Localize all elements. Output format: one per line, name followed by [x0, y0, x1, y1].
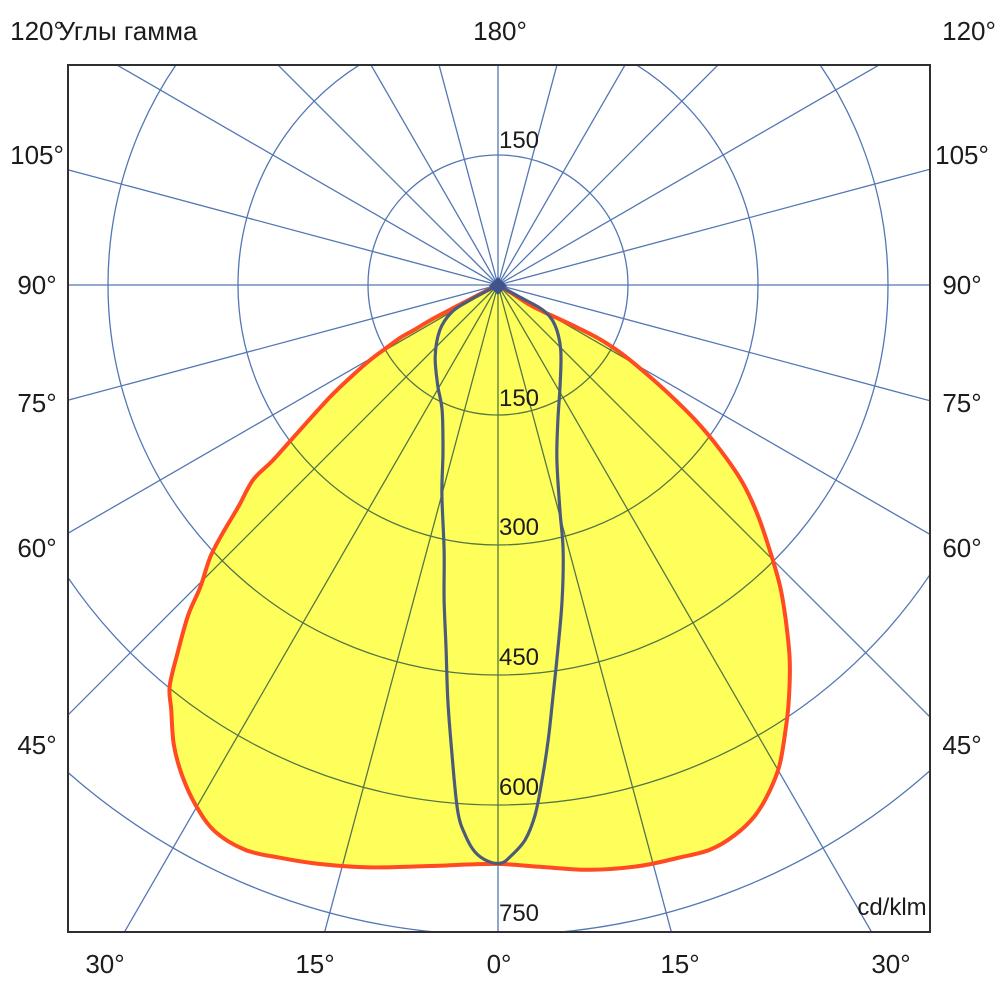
- grid-radial-line: [68, 284, 499, 401]
- axis-label-left-45: 45°: [17, 730, 57, 760]
- axis-label-top-right-120: 120°: [942, 16, 996, 46]
- radial-tick-450: 450: [498, 644, 540, 671]
- radial-tick-150-upper: 150: [498, 127, 540, 154]
- radial-tick-600: 600: [498, 774, 540, 801]
- grid-radial-line: [68, 284, 499, 535]
- radial-tick-150: 150: [498, 385, 540, 412]
- grid-radial-line: [497, 65, 881, 286]
- axis-label-right-105: 105°: [935, 140, 989, 170]
- axis-label-bottom-15l: 15°: [295, 949, 335, 979]
- grid-radial-line: [497, 65, 719, 286]
- unit-label: cd/klm: [857, 894, 927, 921]
- grid-radial-line: [277, 65, 499, 286]
- grid-radial-line: [123, 284, 499, 932]
- axis-label-bottom-0: 0°: [486, 949, 512, 979]
- grid-radial-line: [115, 65, 499, 286]
- grid-radial-line: [68, 284, 499, 716]
- axis-label-top-left-120: 120°: [10, 16, 64, 46]
- axis-label-left-75: 75°: [17, 388, 57, 418]
- axis-label-left-105: 105°: [10, 140, 64, 170]
- narrow-beam-curve: [433, 285, 565, 865]
- grid-radial-line: [497, 284, 873, 932]
- axis-label-bottom-30l: 30°: [85, 949, 125, 979]
- grid-radial-line: [438, 65, 499, 286]
- axis-label-right-90: 90°: [942, 270, 982, 300]
- plot-frame: [67, 64, 931, 933]
- grid-radial-line: [323, 284, 499, 932]
- grid-radial-line: [497, 65, 626, 286]
- chart-title: Углы гамма: [58, 16, 198, 46]
- grid-radial-line: [497, 284, 930, 536]
- wide-beam-outline: [167, 284, 792, 872]
- axis-label-right-45: 45°: [942, 730, 982, 760]
- grid-radial-line: [370, 65, 499, 286]
- grid-radial-line: [497, 168, 930, 286]
- radial-tick-750: 750: [498, 900, 540, 927]
- grid-radial-line: [68, 169, 499, 286]
- grid-radial-line: [497, 284, 930, 402]
- grid-radial-line: [497, 65, 558, 286]
- axis-label-left-90: 90°: [17, 270, 57, 300]
- axis-label-right-60: 60°: [942, 533, 982, 563]
- grid-radial-line: [497, 284, 930, 718]
- axis-label-right-75: 75°: [942, 388, 982, 418]
- center-marker: [489, 277, 507, 295]
- grid-radial-line: [497, 284, 673, 932]
- axis-label-top-180: 180°: [473, 16, 527, 46]
- axis-label-left-60: 60°: [17, 533, 57, 563]
- axis-label-bottom-15r: 15°: [660, 949, 700, 979]
- wide-beam-area: [169, 286, 790, 870]
- radial-tick-300: 300: [498, 514, 540, 541]
- axis-label-bottom-30r: 30°: [871, 949, 911, 979]
